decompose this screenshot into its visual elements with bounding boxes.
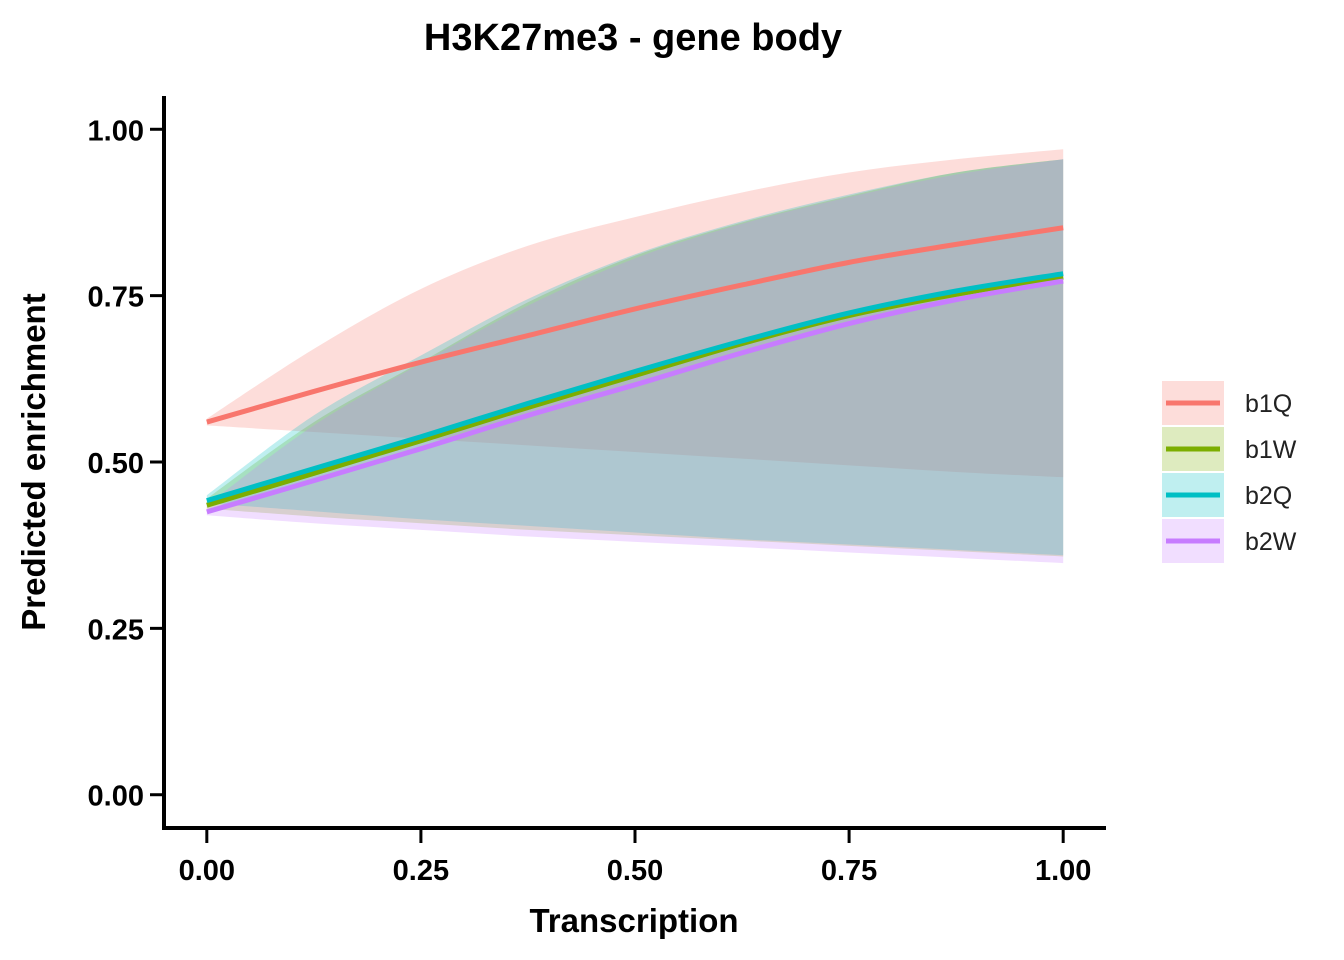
series-line-b2W: [206, 278, 1064, 515]
y-axis-title: Predicted enrichment: [15, 293, 52, 630]
legend: b1Q b1W b2Q b2W: [1162, 381, 1297, 563]
legend-item-b2W: b2W: [1162, 519, 1297, 563]
y-axis-ticks: 0.00 0.25 0.50 0.75 1.00: [88, 115, 164, 813]
legend-label: b1W: [1245, 436, 1297, 464]
confidence-bands: [206, 149, 1064, 564]
legend-item-b1W: b1W: [1162, 427, 1297, 471]
y-tick-label: 0.75: [88, 282, 144, 314]
x-tick-label: 1.00: [1035, 855, 1091, 887]
confidence-band-b2Q: [206, 159, 1064, 556]
series-line-b2Q: [206, 271, 1064, 503]
chart-title: H3K27me3 - gene body: [424, 17, 842, 59]
x-tick-label: 0.25: [393, 855, 449, 887]
legend-label: b2W: [1245, 528, 1297, 556]
y-tick-label: 1.00: [88, 115, 144, 147]
series-line-b1W: [206, 274, 1064, 508]
legend-label: b2Q: [1245, 482, 1292, 510]
legend-item-b1Q: b1Q: [1162, 381, 1292, 425]
x-tick-label: 0.00: [179, 855, 235, 887]
confidence-band-b1W: [206, 159, 1064, 557]
y-tick-label: 0.25: [88, 614, 144, 646]
series-lines: [206, 225, 1064, 515]
y-tick-label: 0.00: [88, 781, 144, 813]
x-tick-label: 0.50: [607, 855, 663, 887]
x-axis-ticks: 0.00 0.25 0.50 0.75 1.00: [179, 828, 1091, 887]
series-line-b1Q: [206, 225, 1064, 425]
legend-item-b2Q: b2Q: [1162, 473, 1292, 517]
y-tick-label: 0.50: [88, 448, 144, 480]
x-tick-label: 0.75: [821, 855, 877, 887]
confidence-band-b1Q: [206, 149, 1064, 478]
legend-label: b1Q: [1245, 390, 1292, 418]
x-axis-title: Transcription: [529, 902, 738, 939]
